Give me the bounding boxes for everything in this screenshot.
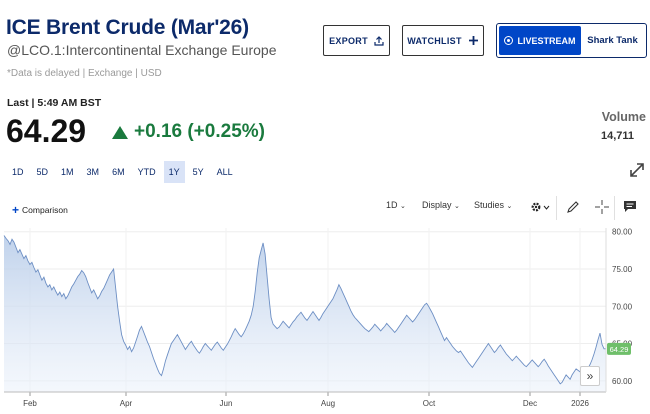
exchange-subtitle: @LCO.1:Intercontinental Exchange Europe	[7, 42, 277, 58]
export-icon	[374, 35, 384, 46]
chevron-down-icon: ⌄	[400, 203, 406, 210]
plus-icon	[468, 36, 478, 45]
range-1d[interactable]: 1D	[12, 167, 24, 177]
scroll-right-button[interactable]: »	[580, 366, 600, 386]
comment-icon[interactable]	[623, 200, 637, 213]
range-1y[interactable]: 1Y	[163, 161, 185, 183]
interval-dropdown[interactable]: 1D ⌄	[386, 200, 406, 210]
display-dropdown[interactable]: Display ⌄	[422, 200, 460, 210]
plus-icon: +	[12, 203, 20, 217]
x-tick-label: Jun	[220, 399, 233, 408]
volume-value: 14,711	[600, 130, 634, 142]
y-tick-label: 75.00	[612, 265, 633, 274]
expand-icon[interactable]	[628, 161, 646, 179]
watchlist-button[interactable]: WATCHLIST	[402, 25, 484, 56]
watchlist-label: WATCHLIST	[407, 35, 462, 46]
x-tick-label: Oct	[423, 399, 436, 408]
x-tick-label: Aug	[321, 399, 335, 408]
delayed-note: *Data is delayed | Exchange | USD	[7, 68, 162, 79]
studies-dropdown[interactable]: Studies ⌄	[474, 200, 512, 210]
settings-gear-icon[interactable]	[530, 201, 550, 213]
livestream-label: LIVESTREAM	[517, 35, 576, 46]
studies-label: Studies	[474, 200, 505, 210]
export-button[interactable]: EXPORT	[323, 25, 390, 56]
range-5y[interactable]: 5Y	[192, 167, 204, 177]
volume-label: Volume	[601, 110, 646, 124]
livestream-show-name[interactable]: Shark Tank	[587, 35, 638, 46]
x-tick-label: 2026	[571, 399, 589, 408]
last-price-tag	[607, 342, 631, 355]
price-chart[interactable]: 80.0075.0070.0065.0060.00FebAprJunAugOct…	[0, 224, 650, 414]
comparison-label: Comparison	[22, 205, 68, 215]
price-change-value: +0.16 (+0.25%)	[134, 121, 265, 142]
range-3m[interactable]: 3M	[86, 167, 100, 177]
chart-toolbar: + Comparison 1D ⌄ Display ⌄ Studies ⌄	[0, 196, 650, 220]
livestream-widget[interactable]: LIVESTREAM Shark Tank	[496, 23, 647, 58]
x-tick-label: Apr	[120, 399, 133, 408]
pencil-draw-icon[interactable]	[566, 200, 580, 214]
page-title: ICE Brent Crude (Mar'26)	[6, 16, 249, 39]
livestream-button[interactable]: LIVESTREAM	[499, 26, 581, 55]
range-selector: 1D 5D 1M 3M 6M YTD 1Y 5Y ALL	[7, 161, 241, 183]
price-area-fill	[4, 235, 606, 392]
y-tick-label: 70.00	[612, 302, 633, 311]
y-tick-label: 80.00	[612, 228, 633, 237]
range-all[interactable]: ALL	[216, 167, 233, 177]
range-6m[interactable]: 6M	[112, 167, 125, 177]
crosshair-icon[interactable]	[594, 199, 610, 215]
interval-label: 1D	[386, 200, 398, 210]
price-change: +0.16 (+0.25%)	[112, 121, 265, 143]
range-ytd[interactable]: YTD	[137, 167, 156, 177]
comparison-button[interactable]: + Comparison	[12, 202, 68, 217]
display-label: Display	[422, 200, 452, 210]
range-5d[interactable]: 5D	[36, 167, 49, 177]
x-tick-label: Dec	[523, 399, 537, 408]
price-line	[3, 235, 606, 385]
up-arrow-icon	[112, 125, 128, 139]
chevron-down-icon: ⌄	[454, 203, 460, 210]
range-1m[interactable]: 1M	[61, 167, 74, 177]
toolbar-divider	[614, 196, 615, 220]
chevron-down-icon: ⌄	[506, 203, 513, 210]
last-price-tag-label: 64.29	[610, 345, 629, 354]
toolbar-divider	[556, 196, 557, 220]
y-tick-label: 60.00	[612, 377, 633, 386]
x-tick-label: Feb	[23, 399, 37, 408]
live-icon	[504, 36, 514, 45]
double-chevron-right-icon: »	[586, 369, 594, 383]
export-label: EXPORT	[329, 35, 368, 46]
last-price: 64.29	[6, 113, 87, 149]
last-timestamp: Last | 5:49 AM BST	[7, 97, 102, 109]
